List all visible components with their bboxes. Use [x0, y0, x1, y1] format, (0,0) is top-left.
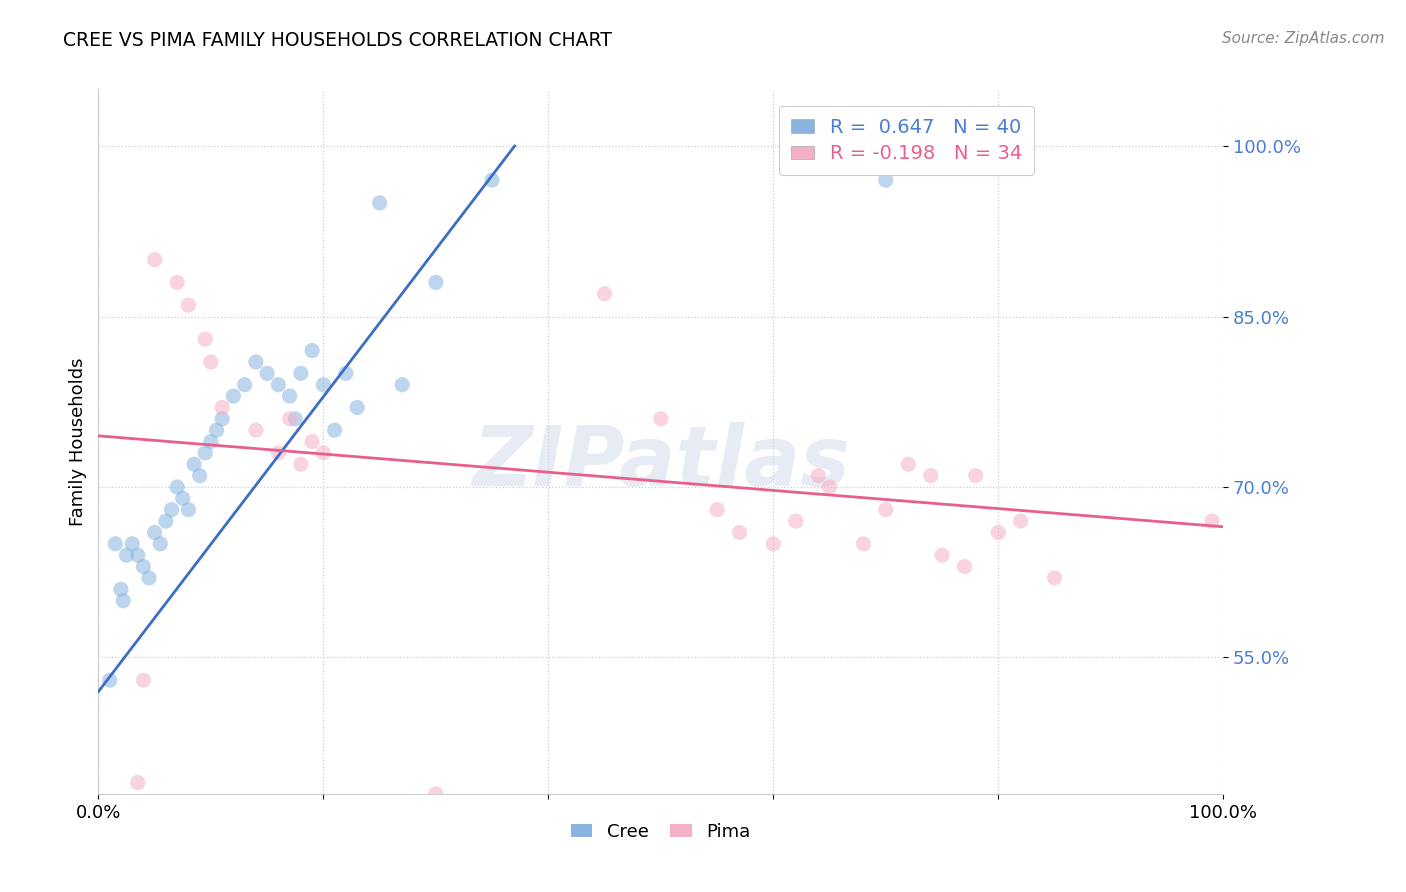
- Point: [127, 548, 149, 562]
- Point: [166, 480, 188, 494]
- Point: [245, 355, 267, 369]
- Point: [256, 367, 278, 381]
- Point: [211, 401, 233, 415]
- Point: [110, 582, 132, 597]
- Point: [931, 548, 953, 562]
- Point: [200, 434, 222, 449]
- Point: [312, 377, 335, 392]
- Text: ZIPatlas: ZIPatlas: [472, 422, 849, 503]
- Text: Source: ZipAtlas.com: Source: ZipAtlas.com: [1222, 31, 1385, 46]
- Point: [267, 446, 290, 460]
- Point: [920, 468, 942, 483]
- Point: [143, 252, 166, 267]
- Point: [762, 537, 785, 551]
- Point: [785, 514, 807, 528]
- Point: [211, 412, 233, 426]
- Y-axis label: Family Households: Family Households: [69, 358, 87, 525]
- Point: [177, 298, 200, 312]
- Point: [177, 502, 200, 516]
- Point: [138, 571, 160, 585]
- Point: [728, 525, 751, 540]
- Point: [115, 548, 138, 562]
- Point: [987, 525, 1010, 540]
- Text: CREE VS PIMA FAMILY HOUSEHOLDS CORRELATION CHART: CREE VS PIMA FAMILY HOUSEHOLDS CORRELATI…: [63, 31, 612, 50]
- Point: [323, 423, 346, 437]
- Point: [312, 446, 335, 460]
- Point: [183, 457, 205, 471]
- Point: [818, 480, 841, 494]
- Point: [965, 468, 987, 483]
- Point: [290, 457, 312, 471]
- Point: [205, 423, 228, 437]
- Point: [706, 502, 728, 516]
- Point: [121, 537, 143, 551]
- Point: [284, 412, 307, 426]
- Point: [143, 525, 166, 540]
- Point: [301, 343, 323, 358]
- Point: [160, 502, 183, 516]
- Point: [132, 559, 155, 574]
- Point: [155, 514, 177, 528]
- Point: [953, 559, 976, 574]
- Point: [593, 286, 616, 301]
- Point: [149, 537, 172, 551]
- Point: [290, 367, 312, 381]
- Point: [222, 389, 245, 403]
- Point: [1010, 514, 1032, 528]
- Point: [875, 502, 897, 516]
- Point: [112, 593, 135, 607]
- Point: [166, 276, 188, 290]
- Point: [425, 276, 447, 290]
- Point: [132, 673, 155, 688]
- Point: [98, 673, 121, 688]
- Point: [194, 446, 217, 460]
- Point: [233, 377, 256, 392]
- Point: [188, 468, 211, 483]
- Point: [278, 389, 301, 403]
- Point: [481, 173, 503, 187]
- Point: [245, 423, 267, 437]
- Point: [346, 401, 368, 415]
- Point: [1201, 514, 1223, 528]
- Point: [1043, 571, 1066, 585]
- Point: [172, 491, 194, 506]
- Point: [425, 787, 447, 801]
- Point: [194, 332, 217, 346]
- Point: [852, 537, 875, 551]
- Point: [650, 412, 672, 426]
- Point: [301, 434, 323, 449]
- Point: [278, 412, 301, 426]
- Point: [200, 355, 222, 369]
- Point: [335, 367, 357, 381]
- Point: [897, 457, 920, 471]
- Legend: Cree, Pima: Cree, Pima: [564, 816, 758, 848]
- Point: [807, 468, 830, 483]
- Point: [875, 173, 897, 187]
- Point: [104, 537, 127, 551]
- Point: [267, 377, 290, 392]
- Point: [368, 195, 391, 210]
- Point: [391, 377, 413, 392]
- Point: [127, 775, 149, 789]
